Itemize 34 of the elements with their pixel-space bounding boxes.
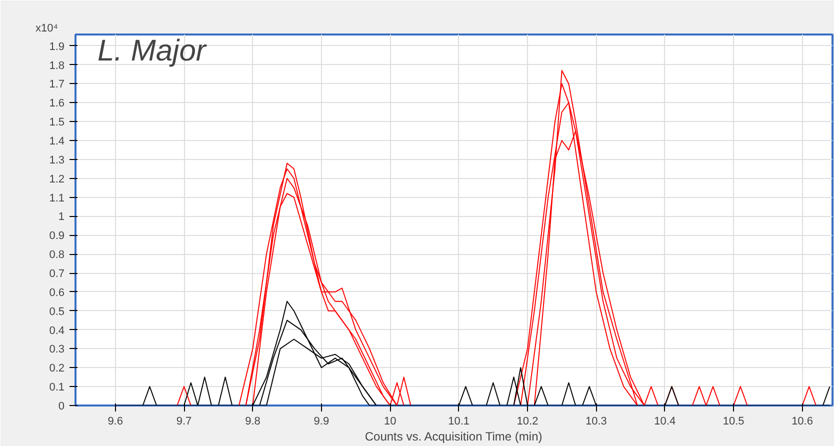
y-tick-label: 1.1 xyxy=(49,192,65,204)
y-tick-label: 1 xyxy=(58,211,65,224)
y-tick-label: 1.3 xyxy=(49,154,65,166)
x-tick-label: 10.3 xyxy=(585,416,607,428)
y-tick-label: 0.7 xyxy=(49,268,65,280)
y-tick-label: 1.5 xyxy=(49,116,65,129)
x-tick-label: 10.6 xyxy=(792,416,813,428)
y-tick-label: 0.1 xyxy=(49,382,65,394)
y-tick-label: 1.8 xyxy=(49,60,65,72)
chart-title: L. Major xyxy=(98,34,207,68)
y-tick-label: 0.4 xyxy=(49,324,65,337)
x-tick-label: 10.1 xyxy=(448,416,470,428)
y-tick-label: 0.5 xyxy=(49,306,65,318)
y-tick-label: 0.2 xyxy=(49,362,65,375)
y-tick-label: 0 xyxy=(58,400,65,412)
y-tick-label: 1.6 xyxy=(49,98,65,110)
x-tick-label: 9.7 xyxy=(176,416,192,428)
x-tick-label: 10.2 xyxy=(516,416,538,428)
y-tick-label: 1.4 xyxy=(49,136,65,148)
x-tick-label: 9.9 xyxy=(314,416,330,428)
y-tick-label: 1.7 xyxy=(49,78,65,91)
y-tick-label: 0.3 xyxy=(49,344,65,356)
y-tick-label: 1.2 xyxy=(49,173,65,186)
y-tick-label: 0.8 xyxy=(49,249,65,262)
y-tick-label: 0.9 xyxy=(49,230,65,242)
x-tick-label: 9.6 xyxy=(108,416,123,428)
y-tick-label: 0.6 xyxy=(49,286,65,299)
x-tick-label: 10 xyxy=(384,416,396,428)
y-tick-label: 1.9 xyxy=(49,40,65,53)
x-axis-title: Counts vs. Acquisition Time (min) xyxy=(364,430,542,444)
x-tick-label: 10.4 xyxy=(654,416,676,428)
x-tick-label: 9.8 xyxy=(245,416,260,428)
y-axis-title: x10⁴ xyxy=(36,22,58,34)
x-tick-label: 10.5 xyxy=(722,416,744,428)
